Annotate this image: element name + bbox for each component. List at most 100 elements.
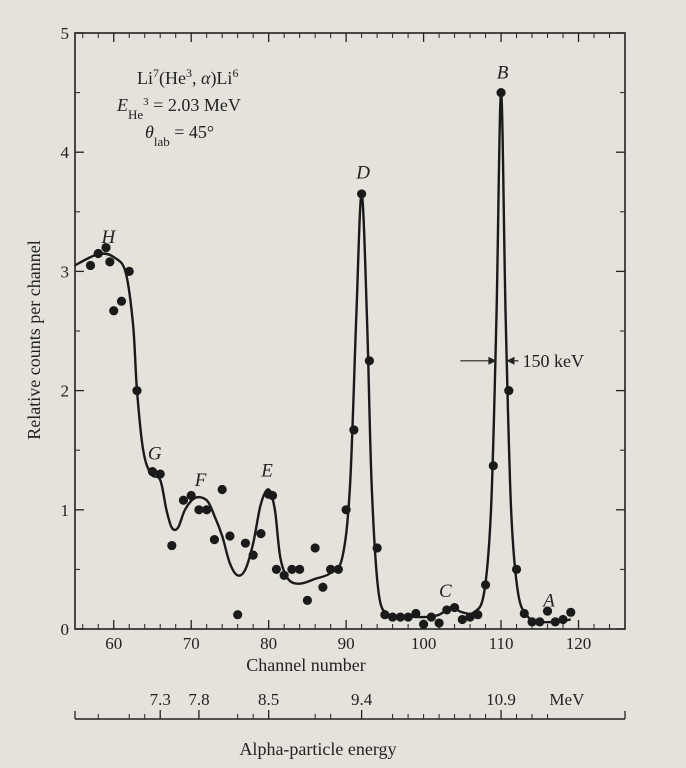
peak-labels: H G F E D C B A (100, 62, 555, 611)
y-tick-label: 5 (61, 24, 70, 43)
data-point (155, 469, 165, 479)
data-point (511, 564, 522, 575)
data-point (488, 461, 498, 471)
data-point (449, 602, 460, 613)
angle-label: θlab = 45° (145, 122, 214, 149)
annotation-span: (He (159, 68, 186, 89)
data-point (109, 306, 119, 316)
energy-axis: 7.3 7.8 8.5 9.4 10.9 MeV (74, 690, 626, 720)
data-point (388, 612, 398, 622)
data-point (217, 484, 227, 495)
data-point (566, 607, 576, 617)
x-tick-label: 70 (183, 634, 200, 653)
data-point (558, 614, 568, 625)
annotation-span: θ (145, 122, 154, 142)
peak-label-E: E (260, 460, 273, 481)
y-tick-label: 3 (61, 262, 70, 281)
plot-frame (74, 32, 626, 630)
data-point (233, 610, 243, 620)
data-point (225, 531, 235, 541)
x-tick-label: 60 (105, 634, 122, 653)
x-axis-title: Channel number (246, 655, 365, 675)
data-point (287, 564, 297, 575)
y-axis-title: Relative counts per channel (24, 240, 44, 439)
x-tick-label: 120 (566, 634, 592, 653)
data-point (318, 582, 328, 592)
x-tick-label: 90 (338, 634, 355, 653)
data-point (403, 612, 413, 622)
data-point (147, 467, 158, 477)
y-tick-label: 4 (61, 143, 70, 162)
beam-energy-label: EHe3 = 2.03 MeV (116, 95, 241, 122)
data-point (418, 619, 429, 629)
data-point (519, 608, 529, 619)
data-point (372, 543, 382, 553)
data-point (341, 505, 351, 515)
data-point (310, 543, 320, 553)
annotation-span: Li (137, 68, 153, 88)
y-tick-labels: 0 1 2 3 4 5 (61, 24, 70, 639)
data-point (542, 606, 553, 616)
peak-label-G: G (148, 444, 162, 465)
data-point (504, 386, 514, 396)
data-point (124, 266, 134, 276)
peak-label-H: H (100, 227, 116, 248)
data-point (295, 564, 305, 575)
data-point (202, 505, 212, 515)
annotation-span: 6 (232, 66, 238, 80)
data-point (364, 356, 374, 366)
annotation-span: lab (154, 134, 170, 149)
data-point (457, 614, 467, 625)
data-point (132, 386, 142, 396)
energy-tick-label: 8.5 (258, 690, 279, 709)
data-point (279, 570, 289, 580)
annotation-span: α (201, 68, 211, 88)
data-point (426, 612, 436, 622)
annotation-span: 3 (143, 96, 149, 108)
data-point (209, 535, 220, 545)
fit-curve (74, 91, 571, 624)
width-arrowhead-right (506, 356, 515, 365)
x-tick-label: 80 (260, 634, 277, 653)
data-point (465, 612, 475, 622)
data-point (473, 610, 483, 620)
data-point (248, 550, 258, 560)
annotation-span: = 45° (170, 122, 214, 142)
data-point (116, 296, 127, 306)
y-tick-label: 1 (61, 501, 70, 520)
peak-label-A: A (541, 590, 555, 611)
data-point (527, 617, 537, 627)
energy-tick-label: 7.8 (188, 690, 209, 709)
data-point (395, 612, 405, 622)
data-point (105, 257, 115, 267)
data-point (535, 617, 545, 627)
data-point (326, 564, 336, 575)
data-point (333, 564, 343, 575)
x-tick-label: 110 (489, 634, 514, 653)
annotation-span: He (128, 107, 143, 122)
width-label: 150 keV (522, 351, 584, 371)
energy-tick-label: 7.3 (150, 690, 171, 709)
y-tick-label: 2 (61, 382, 70, 401)
energy-tick-label: MeV (549, 690, 585, 709)
data-point (411, 608, 421, 619)
data-point (167, 540, 177, 551)
annotation-span: 7 (153, 66, 159, 80)
data-point (550, 617, 560, 627)
reaction-label: Li7(He3, α)Li6 (137, 66, 238, 89)
axis-ticks (75, 32, 625, 630)
peak-label-C: C (439, 581, 452, 602)
data-point (357, 189, 367, 199)
annotation-span: , (192, 68, 201, 88)
peak-label-F: F (194, 470, 207, 491)
annotation-span: 3 (186, 66, 192, 80)
data-point (101, 242, 111, 253)
x-tick-label: 100 (411, 634, 437, 653)
y-tick-label: 0 (61, 620, 70, 639)
data-points (85, 88, 576, 629)
data-point (194, 505, 204, 515)
annotation-span: E (116, 95, 128, 115)
energy-tick-label: 9.4 (351, 690, 373, 709)
data-point (380, 610, 390, 620)
